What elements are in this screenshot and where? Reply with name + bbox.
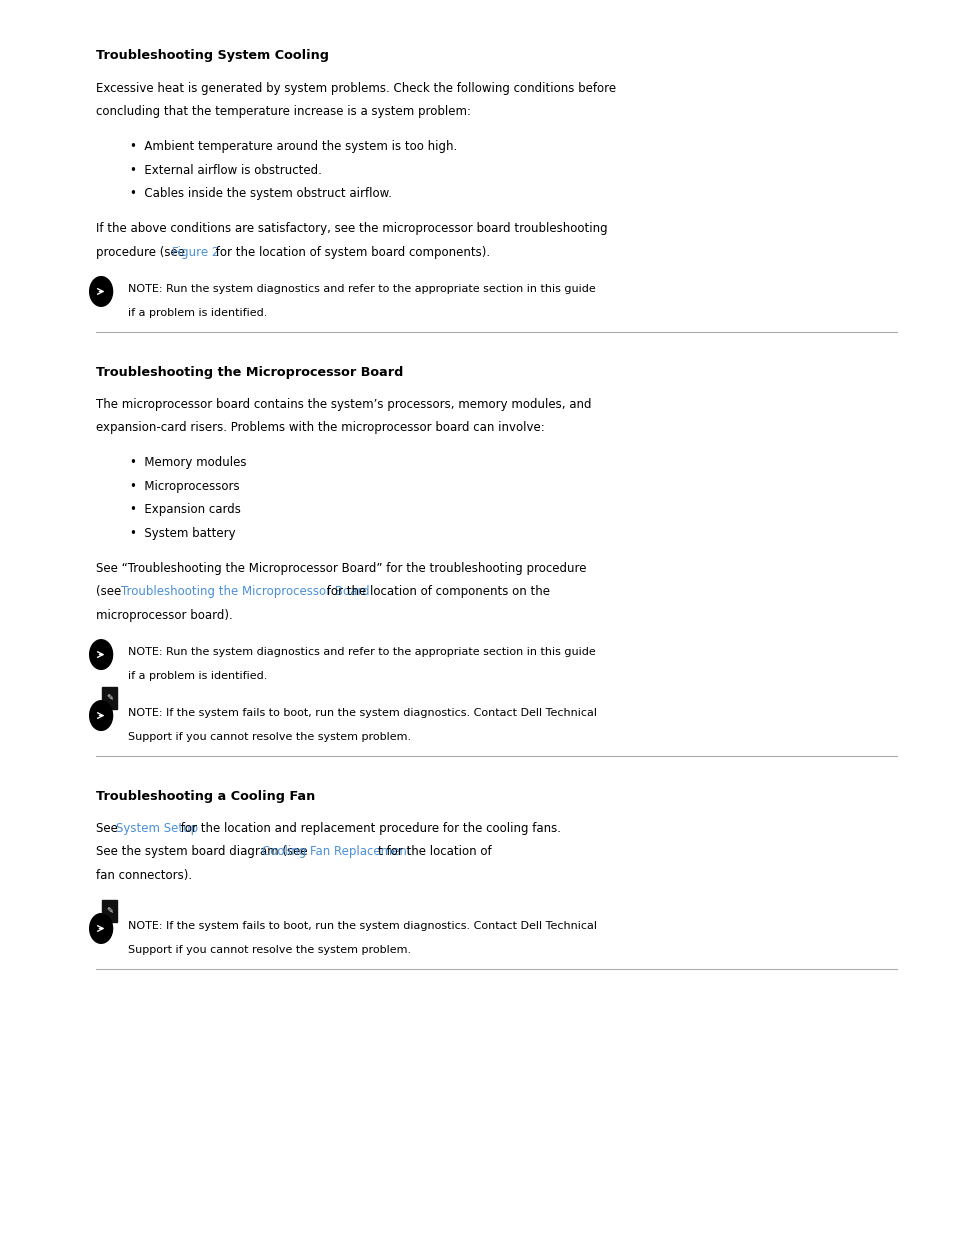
Text: if a problem is identified.: if a problem is identified. <box>128 671 267 680</box>
Text: if a problem is identified.: if a problem is identified. <box>128 308 267 317</box>
Text: concluding that the temperature increase is a system problem:: concluding that the temperature increase… <box>96 105 471 119</box>
Circle shape <box>90 640 112 669</box>
Circle shape <box>90 700 112 730</box>
Bar <box>102 899 117 921</box>
Text: for the location and replacement procedure for the cooling fans.: for the location and replacement procedu… <box>176 821 560 835</box>
Circle shape <box>90 914 112 944</box>
Text: NOTE: Run the system diagnostics and refer to the appropriate section in this gu: NOTE: Run the system diagnostics and ref… <box>128 647 595 657</box>
Text: Support if you cannot resolve the system problem.: Support if you cannot resolve the system… <box>128 945 411 955</box>
Text: ✎: ✎ <box>106 693 113 703</box>
Text: NOTE: If the system fails to boot, run the system diagnostics. Contact Dell Tech: NOTE: If the system fails to boot, run t… <box>128 921 597 931</box>
Text: NOTE: Run the system diagnostics and refer to the appropriate section in this gu: NOTE: Run the system diagnostics and ref… <box>128 284 595 294</box>
Text: Excessive heat is generated by system problems. Check the following conditions b: Excessive heat is generated by system pr… <box>96 82 616 95</box>
Circle shape <box>90 277 112 306</box>
Text: fan connectors).: fan connectors). <box>96 868 193 882</box>
Bar <box>102 687 117 709</box>
Text: (see: (see <box>96 585 125 599</box>
Text: •  Expansion cards: • Expansion cards <box>130 504 240 516</box>
Text: Troubleshooting the Microprocessor Board: Troubleshooting the Microprocessor Board <box>121 585 370 599</box>
Text: See “Troubleshooting the Microprocessor Board” for the troubleshooting procedure: See “Troubleshooting the Microprocessor … <box>96 562 586 576</box>
Text: •  Memory modules: • Memory modules <box>130 457 246 469</box>
Text: for the location of system board components).: for the location of system board compone… <box>212 246 490 259</box>
Text: Figure 2: Figure 2 <box>172 246 219 259</box>
Text: •  Microprocessors: • Microprocessors <box>130 480 239 493</box>
Text: Troubleshooting the Microprocessor Board: Troubleshooting the Microprocessor Board <box>96 366 403 379</box>
Text: Troubleshooting System Cooling: Troubleshooting System Cooling <box>96 49 329 63</box>
Text: for the location of components on the: for the location of components on the <box>322 585 549 599</box>
Text: •  System battery: • System battery <box>130 527 235 540</box>
Text: ✎: ✎ <box>106 906 113 915</box>
Text: •  Ambient temperature around the system is too high.: • Ambient temperature around the system … <box>130 141 456 153</box>
Text: expansion-card risers. Problems with the microprocessor board can involve:: expansion-card risers. Problems with the… <box>96 421 544 435</box>
Text: procedure (see: procedure (see <box>96 246 189 259</box>
Text: NOTE: If the system fails to boot, run the system diagnostics. Contact Dell Tech: NOTE: If the system fails to boot, run t… <box>128 708 597 718</box>
Text: •  External airflow is obstructed.: • External airflow is obstructed. <box>130 164 321 177</box>
Text: Support if you cannot resolve the system problem.: Support if you cannot resolve the system… <box>128 731 411 741</box>
Text: Cooling Fan Replacement: Cooling Fan Replacement <box>262 845 412 858</box>
Text: System Setup: System Setup <box>116 821 198 835</box>
Text: Troubleshooting a Cooling Fan: Troubleshooting a Cooling Fan <box>96 789 315 803</box>
Text: •  Cables inside the system obstruct airflow.: • Cables inside the system obstruct airf… <box>130 188 392 200</box>
Text: microprocessor board).: microprocessor board). <box>96 609 233 622</box>
Text: See: See <box>96 821 122 835</box>
Text: t for the location of: t for the location of <box>377 845 491 858</box>
Text: If the above conditions are satisfactory, see the microprocessor board troublesh: If the above conditions are satisfactory… <box>96 222 607 236</box>
Text: The microprocessor board contains the system’s processors, memory modules, and: The microprocessor board contains the sy… <box>96 398 591 411</box>
Text: See the system board diagram (see: See the system board diagram (see <box>96 845 308 858</box>
